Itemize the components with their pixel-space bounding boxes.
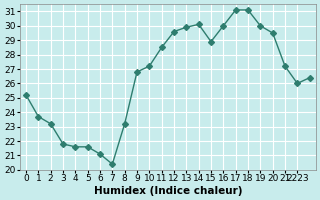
X-axis label: Humidex (Indice chaleur): Humidex (Indice chaleur) [93, 186, 242, 196]
